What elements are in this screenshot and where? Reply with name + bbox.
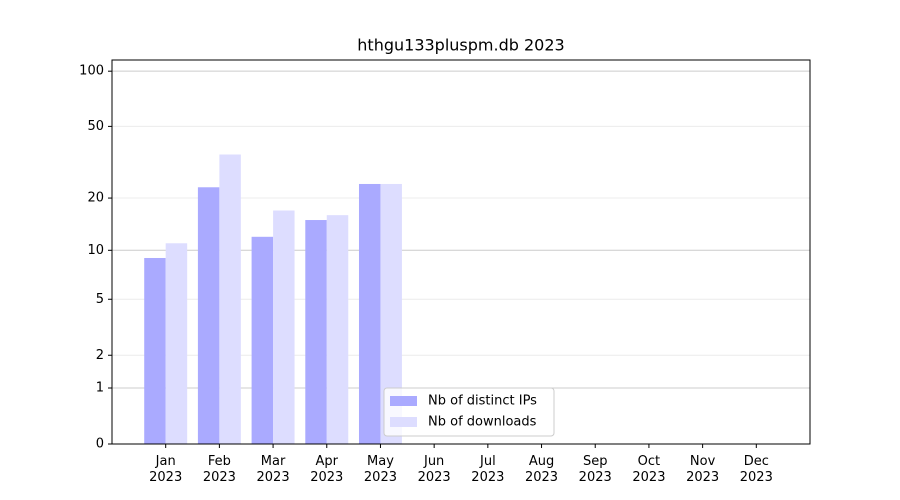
bar (326, 215, 349, 444)
y-tick-label: 0 (96, 437, 104, 452)
x-tick-label: Dec 2023 (740, 454, 773, 485)
legend-label: Nb of downloads (428, 415, 537, 430)
y-tick-label: 10 (87, 243, 104, 258)
bar (165, 243, 188, 444)
y-tick-label: 50 (87, 119, 104, 134)
x-tick-label: Jun 2023 (418, 454, 451, 485)
x-tick-label: Oct 2023 (632, 454, 665, 485)
x-tick-label: Mar 2023 (257, 454, 290, 485)
y-tick-label: 5 (96, 292, 104, 307)
plot-frame (111, 59, 811, 445)
y-tick-label: 2 (96, 348, 104, 363)
legend-box (383, 387, 555, 437)
x-tick-label: Jul 2023 (471, 454, 504, 485)
x-tick-label: Sep 2023 (579, 454, 612, 485)
legend-label: Nb of distinct IPs (428, 394, 537, 409)
bar (358, 183, 381, 444)
x-tick-label: Feb 2023 (203, 454, 236, 485)
bar (251, 236, 274, 444)
bar (197, 187, 220, 444)
chart-title: hthgu133pluspm.db 2023 (357, 36, 564, 55)
bar (305, 220, 327, 444)
legend-swatch (390, 396, 417, 406)
bar (144, 257, 166, 444)
bar (219, 154, 241, 444)
bar (273, 210, 295, 444)
x-tick-label: Apr 2023 (310, 454, 343, 485)
x-tick-label: Nov 2023 (686, 454, 719, 485)
y-tick-label: 1 (96, 381, 104, 396)
x-tick-label: May 2023 (364, 454, 397, 485)
x-tick-label: Jan 2023 (149, 454, 182, 485)
y-tick-label: 20 (87, 191, 104, 206)
bar (380, 183, 402, 444)
x-tick-label: Aug 2023 (525, 454, 558, 485)
y-tick-label: 100 (79, 64, 104, 79)
legend-swatch (390, 417, 417, 427)
